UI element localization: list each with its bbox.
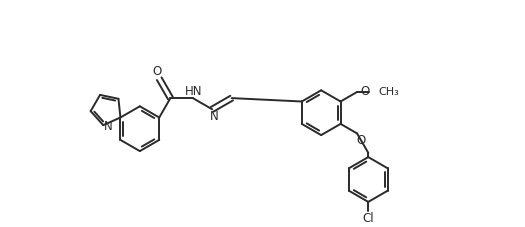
Text: N: N (210, 110, 219, 123)
Text: O: O (360, 86, 369, 99)
Text: O: O (152, 65, 162, 78)
Text: Cl: Cl (362, 212, 374, 225)
Text: O: O (356, 134, 365, 147)
Text: N: N (104, 120, 113, 133)
Text: CH₃: CH₃ (379, 87, 399, 97)
Text: HN: HN (185, 85, 203, 98)
